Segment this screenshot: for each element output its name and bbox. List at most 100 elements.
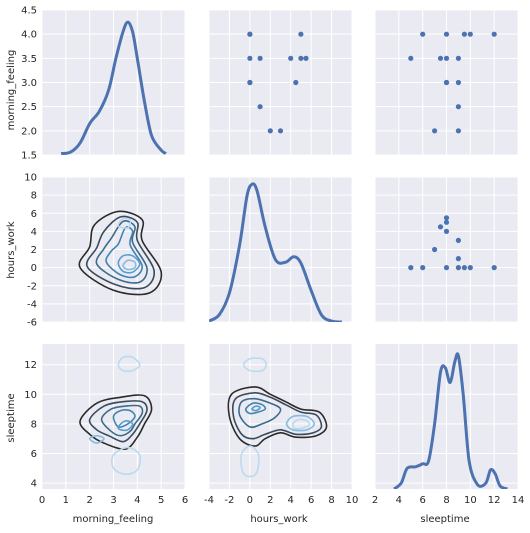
scatter-point [420,31,426,37]
scatter-point [443,79,450,86]
ytick-label-morning_feeling: 4.0 [21,30,37,41]
scatter-point [467,265,473,271]
xlabel-hours-work: hours_work [250,514,308,525]
kde-contour [85,215,155,290]
kde-contour [238,397,282,429]
scatter-point [408,55,414,61]
scatter-point [455,265,461,271]
kde-contour [79,394,153,451]
kde-contour [244,402,267,415]
kde-contour [242,357,268,373]
ytick-label-morning_feeling: 3.5 [21,54,37,65]
scatter-point [257,55,263,61]
xtick-label-morning_feeling: 6 [182,495,188,506]
xtick-label-morning_feeling: 3 [110,495,116,506]
panel-sleeptime-vs-hours_work [208,344,353,489]
kde-contour [251,405,261,412]
scatter-point [247,55,253,61]
scatter-point [461,31,467,37]
scatter-point [491,265,497,271]
kde-contour [117,217,132,229]
scatter-point [267,128,273,134]
ytick-label-sleeptime: 6 [31,449,37,460]
kde-contour [117,254,141,274]
ytick-label-sleeptime: 12 [24,360,37,371]
xtick-label-morning_feeling: 0 [39,495,45,506]
xtick-label-sleeptime: 12 [488,495,501,506]
scatter-point [247,31,253,37]
ytick-label-morning_feeling: 2.0 [21,126,37,137]
scatter-point [443,219,450,225]
ytick-label-morning_feeling: 2.5 [21,102,37,113]
ytick-label-hours_work: 6 [31,209,37,220]
scatter-point [455,256,461,262]
xtick-label-sleeptime: 4 [396,495,402,506]
scatter-point [437,55,444,61]
scatter-point [443,228,450,234]
kde-curve-hours_work [209,182,342,322]
ytick-label-sleeptime: 4 [31,479,37,490]
kde-contour [227,386,328,447]
kde-contour [105,226,143,279]
panel-background [209,344,352,489]
scatter-point [455,128,461,134]
ytick-label-hours_work: 4 [31,227,37,238]
ytick-label-hours_work: -6 [27,318,37,329]
scatter-point [455,55,461,61]
scatter-point [298,31,304,37]
xtick-label-sleeptime: 2 [372,495,378,506]
xtick-label-hours_work: 4 [288,495,294,506]
scatter-point [277,128,284,134]
kde-contour [291,418,311,430]
scatter-point [455,79,461,86]
scatter-point [408,265,414,271]
scatter-point [467,31,473,37]
scatter-point [461,265,467,271]
kde-contour [95,220,148,284]
kde-contour [231,391,323,440]
xtick-label-morning_feeling: 1 [63,495,69,506]
ytick-label-sleeptime: 8 [31,419,37,430]
kde-contour [88,434,105,444]
scatter-point [443,55,450,61]
ytick-label-hours_work: 8 [31,191,37,202]
xtick-label-sleeptime: 10 [464,495,477,506]
scatter-point [257,104,263,110]
scatter-point [491,31,497,37]
xtick-label-hours_work: 6 [308,495,314,506]
ytick-label-hours_work: 0 [31,263,37,274]
panel-morning_feeling-vs-morning_feeling [41,9,186,156]
kde-contour [78,210,163,296]
ytick-label-morning_feeling: 1.5 [21,151,37,162]
xtick-label-hours_work: 0 [247,495,253,506]
xtick-label-hours_work: -2 [224,495,234,506]
scatter-point [298,55,304,61]
xtick-label-sleeptime: 8 [443,495,449,506]
kde-curve-sleeptime [393,352,508,489]
xtick-label-sleeptime: 6 [419,495,425,506]
scatter-point [288,55,294,61]
kde-contour [111,446,142,476]
kde-contour [100,404,144,437]
kde-contour [88,400,148,443]
panel-hours_work-vs-hours_work [208,176,353,323]
scatter-point [293,79,299,86]
xlabel-morning-feeling: morning_feeling [73,514,154,525]
xtick-label-hours_work: -4 [204,495,214,506]
scatter-point [432,128,438,134]
ylabel-morning-feeling: morning_feeling [6,50,17,131]
scatter-point [443,215,450,221]
panel-sleeptime-vs-morning_feeling [41,344,186,489]
xtick-label-morning_feeling: 2 [86,495,92,506]
ytick-label-hours_work: -4 [27,299,37,310]
ylabel-hours-work: hours_work [6,221,17,279]
xtick-label-morning_feeling: 5 [158,495,164,506]
kde-contour [117,355,141,373]
kde-contour [240,445,260,478]
scatter-point [443,31,450,37]
kde-contour [122,259,137,271]
ytick-label-hours_work: 2 [31,245,37,256]
xtick-label-hours_work: 8 [328,495,334,506]
kde-contour [285,414,316,432]
